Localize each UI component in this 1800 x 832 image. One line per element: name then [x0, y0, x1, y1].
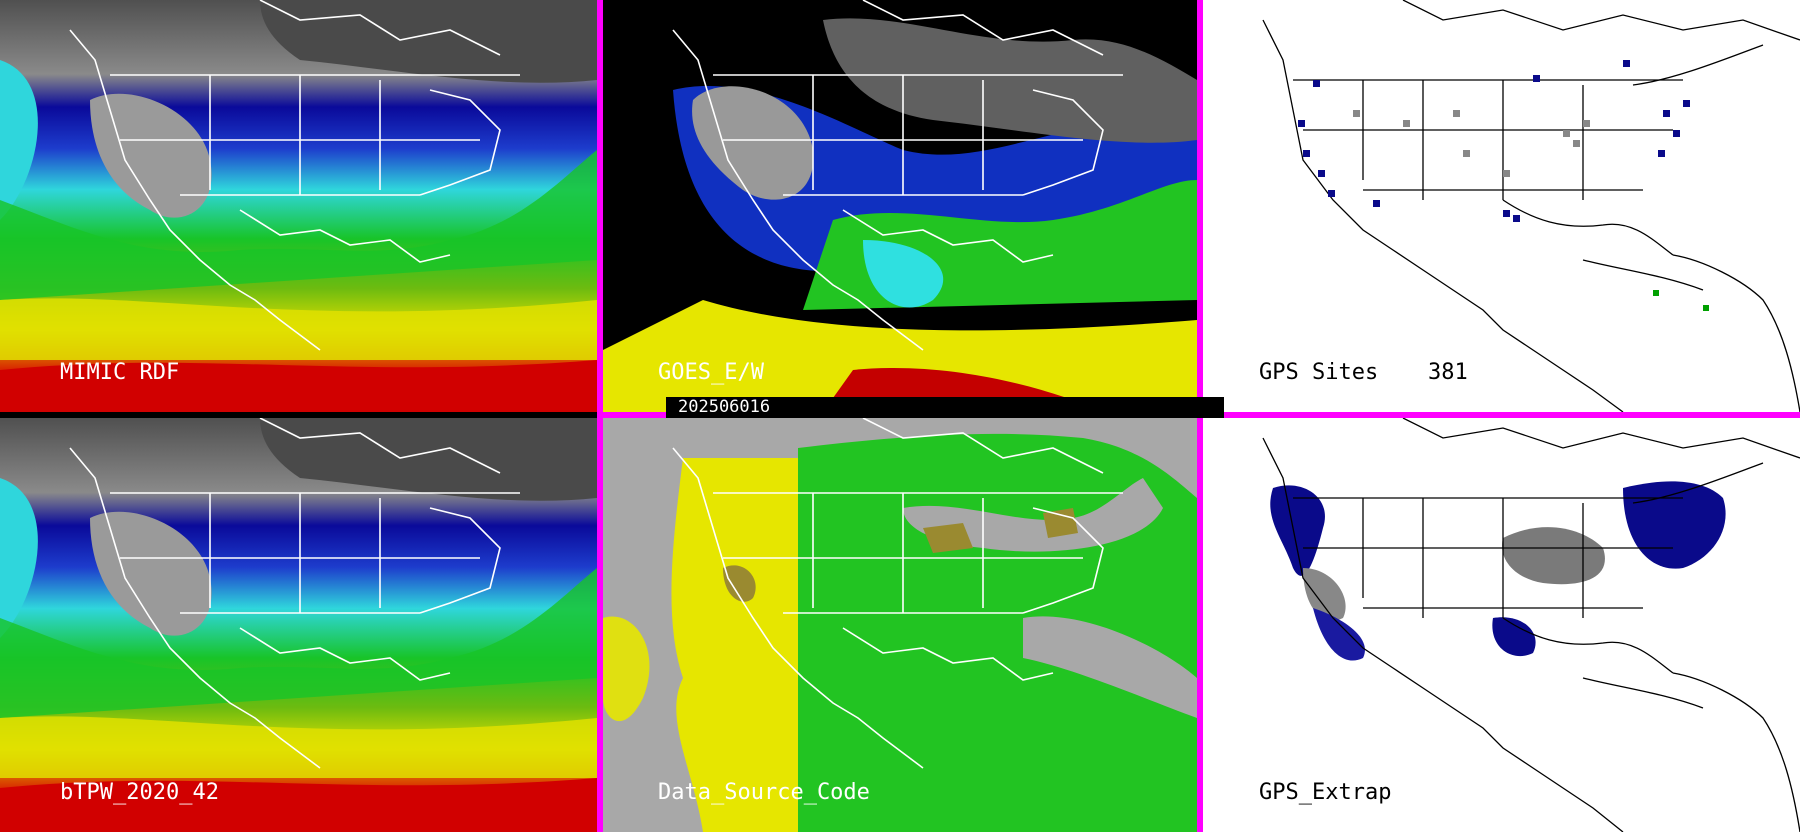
mimic-rdf-panel: MIMIC RDF	[0, 0, 597, 412]
btpw-map	[0, 418, 597, 832]
data-source-map	[603, 418, 1197, 832]
btpw-panel: bTPW_2020_42	[0, 418, 597, 832]
gps-sites-panel: GPS Sites 381	[1203, 0, 1800, 412]
data-source-label: Data_Source_Code	[658, 780, 870, 805]
data-source-panel: Data_Source_Code	[603, 418, 1197, 832]
gps-extrap-map	[1203, 418, 1800, 832]
btpw-label: bTPW_2020_42	[60, 780, 219, 805]
vertical-divider-left	[597, 0, 603, 832]
goes-label: GOES_E/W	[658, 360, 764, 385]
mimic-rdf-map	[0, 0, 597, 412]
gps-extrap-panel: GPS_Extrap	[1203, 418, 1800, 832]
gps-sites-count: 381	[1428, 360, 1468, 385]
mimic-rdf-label: MIMIC RDF	[60, 360, 180, 385]
goes-panel: GOES_E/W	[603, 0, 1197, 412]
goes-map	[603, 0, 1197, 412]
gps-sites-label: GPS Sites	[1259, 360, 1379, 385]
gps-sites-map	[1203, 0, 1800, 412]
horizontal-divider	[1203, 412, 1800, 418]
timestamp-bar: 202506016	[666, 397, 1224, 418]
gps-extrap-label: GPS_Extrap	[1259, 780, 1392, 805]
